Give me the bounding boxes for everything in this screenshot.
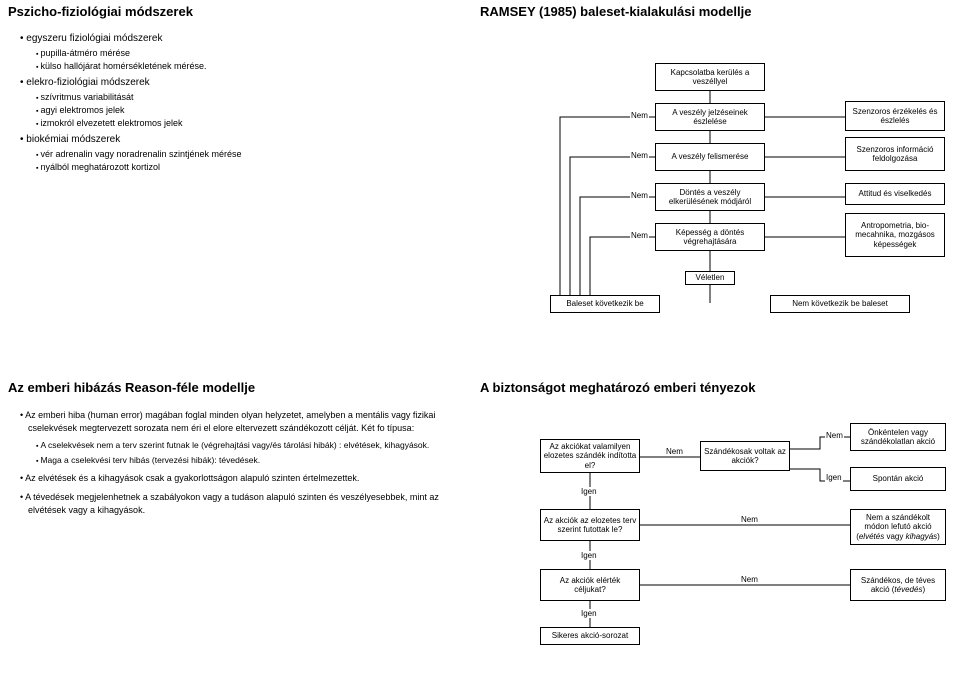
r2-text: Nem a szándékolt módon lefutó akció (elv… <box>853 513 943 541</box>
ramsey-c4: Képesség a döntés végrehajtására <box>655 223 765 251</box>
ramsey-b-right: Nem következik be baleset <box>770 295 910 313</box>
panel-methods: Pszicho-fiziológiai módszerek egyszeru f… <box>8 4 470 284</box>
q2: Az akciók elérték céljukat? <box>540 569 640 601</box>
reason-item-2: Maga a cselekvési terv hibás (tervezési … <box>36 455 470 466</box>
title-methods: Pszicho-fiziológiai módszerek <box>8 4 470 19</box>
safety-diagram: Az akciókat valamilyen elozetes szándék … <box>480 409 952 659</box>
nem-4: Nem <box>630 231 649 240</box>
method-item-7: biokémiai módszerek <box>20 134 470 145</box>
reason-item-4: A tévedések megjelenhetnek a szabályokon… <box>20 491 470 516</box>
igen-q0: Igen <box>580 487 598 496</box>
title-ramsey: RAMSEY (1985) baleset-kialakulási modell… <box>480 4 952 19</box>
nem-mid-up: Nem <box>825 431 844 440</box>
list-reason: Az emberi hiba (human error) magában fog… <box>8 409 470 516</box>
q0: Az akciókat valamilyen elozetes szándék … <box>540 439 640 473</box>
ramsey-c0: Kapcsolatba kerülés a veszéllyel <box>655 63 765 91</box>
title-safety: A biztonságot meghatározó emberi tényezo… <box>480 380 952 395</box>
title-reason: Az emberi hibázás Reason-féle modellje <box>8 380 470 395</box>
ramsey-r3: Antropometria, bio-mecahnika, mozgásos k… <box>845 213 945 257</box>
r0: Önkéntelen vagy szándékolatlan akció <box>850 423 946 451</box>
panel-safety: A biztonságot meghatározó emberi tényezo… <box>480 380 952 670</box>
igen-q1: Igen <box>580 551 598 560</box>
nem-q1: Nem <box>740 515 759 524</box>
igen-mid-dn: Igen <box>825 473 843 482</box>
method-item-3: elekro-fiziológiai módszerek <box>20 77 470 88</box>
panel-ramsey: RAMSEY (1985) baleset-kialakulási modell… <box>480 4 952 344</box>
nem-q2: Nem <box>740 575 759 584</box>
ramsey-c3: Döntés a veszély elkerülésének módjáról <box>655 183 765 211</box>
ramsey-r1: Szenzoros információ feldolgozása <box>845 137 945 171</box>
reason-item-3: Az elvétések és a kihagyások csak a gyak… <box>20 472 470 485</box>
ramsey-veletlen: Véletlen <box>685 271 735 285</box>
q1: Az akciók az elozetes terv szerint futot… <box>540 509 640 541</box>
r2: Nem a szándékolt módon lefutó akció (elv… <box>850 509 946 545</box>
nem-3: Nem <box>630 191 649 200</box>
r1: Spontán akció <box>850 467 946 491</box>
method-item-9: nyálból meghatározott kortizol <box>36 162 470 172</box>
method-item-5: agyi elektromos jelek <box>36 105 470 115</box>
method-item-1: pupilla-átméro mérése <box>36 48 470 58</box>
ramsey-c1: A veszély jelzéseinek észlelése <box>655 103 765 131</box>
method-item-0: egyszeru fiziológiai módszerek <box>20 33 470 44</box>
reason-item-1: A cselekvések nem a terv szerint futnak … <box>36 440 470 451</box>
list-methods: egyszeru fiziológiai módszerek pupilla-át… <box>8 33 470 172</box>
method-item-8: vér adrenalin vagy noradrenalin szintjén… <box>36 149 470 159</box>
mid: Szándékosak voltak az akciók? <box>700 441 790 471</box>
method-item-2: külso hallójárat homérsékletének mérése. <box>36 61 470 71</box>
nem-1: Nem <box>630 111 649 120</box>
ramsey-b-left: Baleset következik be <box>550 295 660 313</box>
method-item-4: szívritmus variabilitását <box>36 92 470 102</box>
ramsey-r0: Szenzoros érzékelés és észlelés <box>845 101 945 131</box>
r3: Szándékos, de téves akció (tévedés) <box>850 569 946 601</box>
ramsey-diagram: Kapcsolatba kerülés a veszéllyel A veszé… <box>480 33 952 333</box>
nem-q0: Nem <box>665 447 684 456</box>
r3-text: Szándékos, de téves akció (tévedés) <box>853 576 943 594</box>
igen-q2: Igen <box>580 609 598 618</box>
panel-reason: Az emberi hibázás Reason-féle modellje A… <box>8 380 470 670</box>
method-item-6: izmokról elvezetett elektromos jelek <box>36 118 470 128</box>
reason-item-0: Az emberi hiba (human error) magában fog… <box>20 409 470 434</box>
bottom-box: Sikeres akció-sorozat <box>540 627 640 645</box>
ramsey-r2: Attitud és viselkedés <box>845 183 945 205</box>
ramsey-c2: A veszély felismerése <box>655 143 765 171</box>
nem-2: Nem <box>630 151 649 160</box>
